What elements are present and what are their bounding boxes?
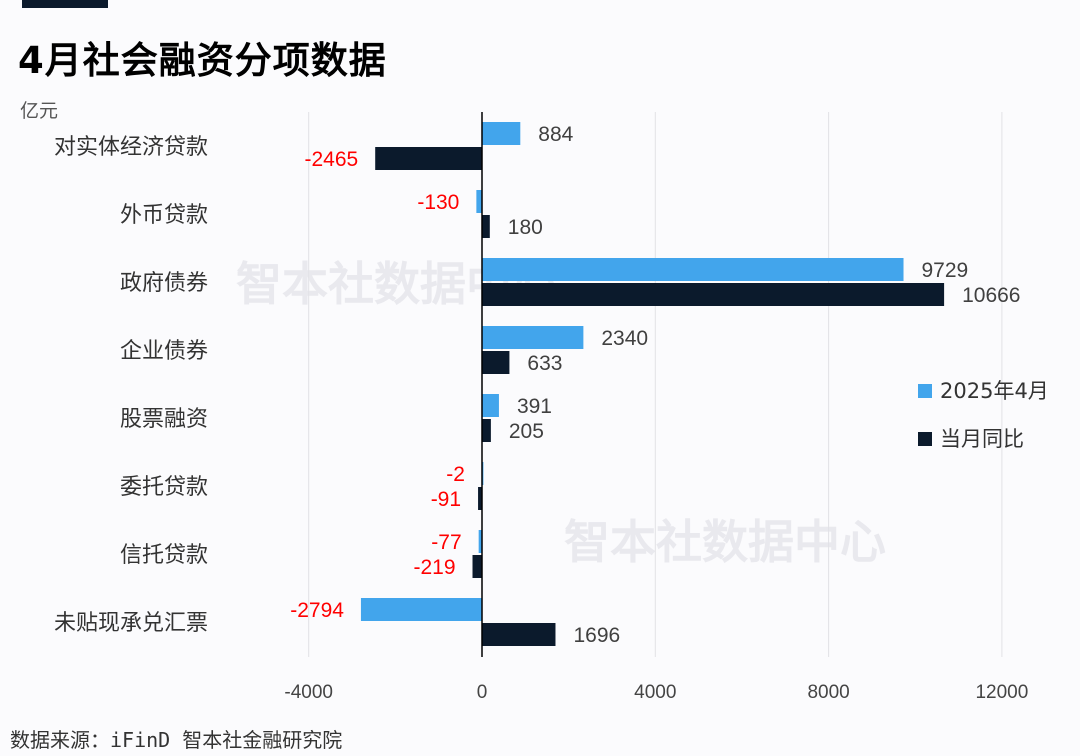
category-label: 委托贷款 <box>120 475 208 500</box>
legend-label: 2025年4月 <box>940 379 1049 403</box>
category-label: 对实体经济贷款 <box>54 135 208 160</box>
category-label: 股票融资 <box>120 407 208 432</box>
legend-swatch <box>918 384 932 398</box>
x-tick-label: 4000 <box>634 682 676 703</box>
bar-yoy <box>472 555 482 578</box>
data-label: 633 <box>527 352 562 375</box>
data-label: 9729 <box>922 259 969 282</box>
unit-label: 亿元 <box>20 100 59 122</box>
legend-swatch <box>918 432 932 446</box>
bar-yoy <box>482 283 945 306</box>
x-tick-label: -4000 <box>284 682 333 703</box>
data-label: -2465 <box>304 148 358 171</box>
data-label: 1696 <box>573 624 620 647</box>
bar-april <box>482 122 521 145</box>
category-label: 未贴现承兑汇票 <box>54 611 208 636</box>
bar-april <box>482 258 904 281</box>
category-label: 企业债券 <box>120 339 208 364</box>
x-tick-label: 12000 <box>975 682 1028 703</box>
data-label: 205 <box>509 420 544 443</box>
bar-yoy <box>482 419 491 442</box>
source-note: 数据来源：iFinD 智本社金融研究院 <box>10 728 343 752</box>
top-accent-bar <box>22 0 108 8</box>
category-label: 信托贷款 <box>120 543 208 568</box>
x-tick-label: 0 <box>477 682 488 703</box>
bar-yoy <box>482 215 490 238</box>
data-label: 2340 <box>601 327 648 350</box>
data-label: 391 <box>517 395 552 418</box>
bar-april <box>478 530 482 553</box>
category-label: 政府债券 <box>120 271 208 296</box>
watermark: 智本社数据中心 <box>564 515 886 569</box>
bar-april <box>360 598 482 621</box>
bar-april <box>476 190 482 213</box>
category-label: 外币贷款 <box>120 203 208 228</box>
bar-yoy <box>375 147 482 170</box>
chart-title: 4月社会融资分项数据 <box>18 39 387 82</box>
bar-april <box>482 326 584 349</box>
data-label: 884 <box>538 123 573 146</box>
bar-april <box>482 394 499 417</box>
data-label: 180 <box>508 216 543 239</box>
data-label: -91 <box>431 488 461 511</box>
data-label: -2 <box>446 463 465 486</box>
data-label: -2794 <box>290 599 344 622</box>
legend-label: 当月同比 <box>940 427 1024 451</box>
data-label: -130 <box>417 191 459 214</box>
x-tick-label: 8000 <box>807 682 849 703</box>
data-label: 10666 <box>962 284 1020 307</box>
bar-yoy <box>482 351 510 374</box>
data-label: -219 <box>413 556 455 579</box>
data-label: -77 <box>431 531 461 554</box>
bar-yoy <box>482 623 556 646</box>
bar-yoy <box>478 487 482 510</box>
